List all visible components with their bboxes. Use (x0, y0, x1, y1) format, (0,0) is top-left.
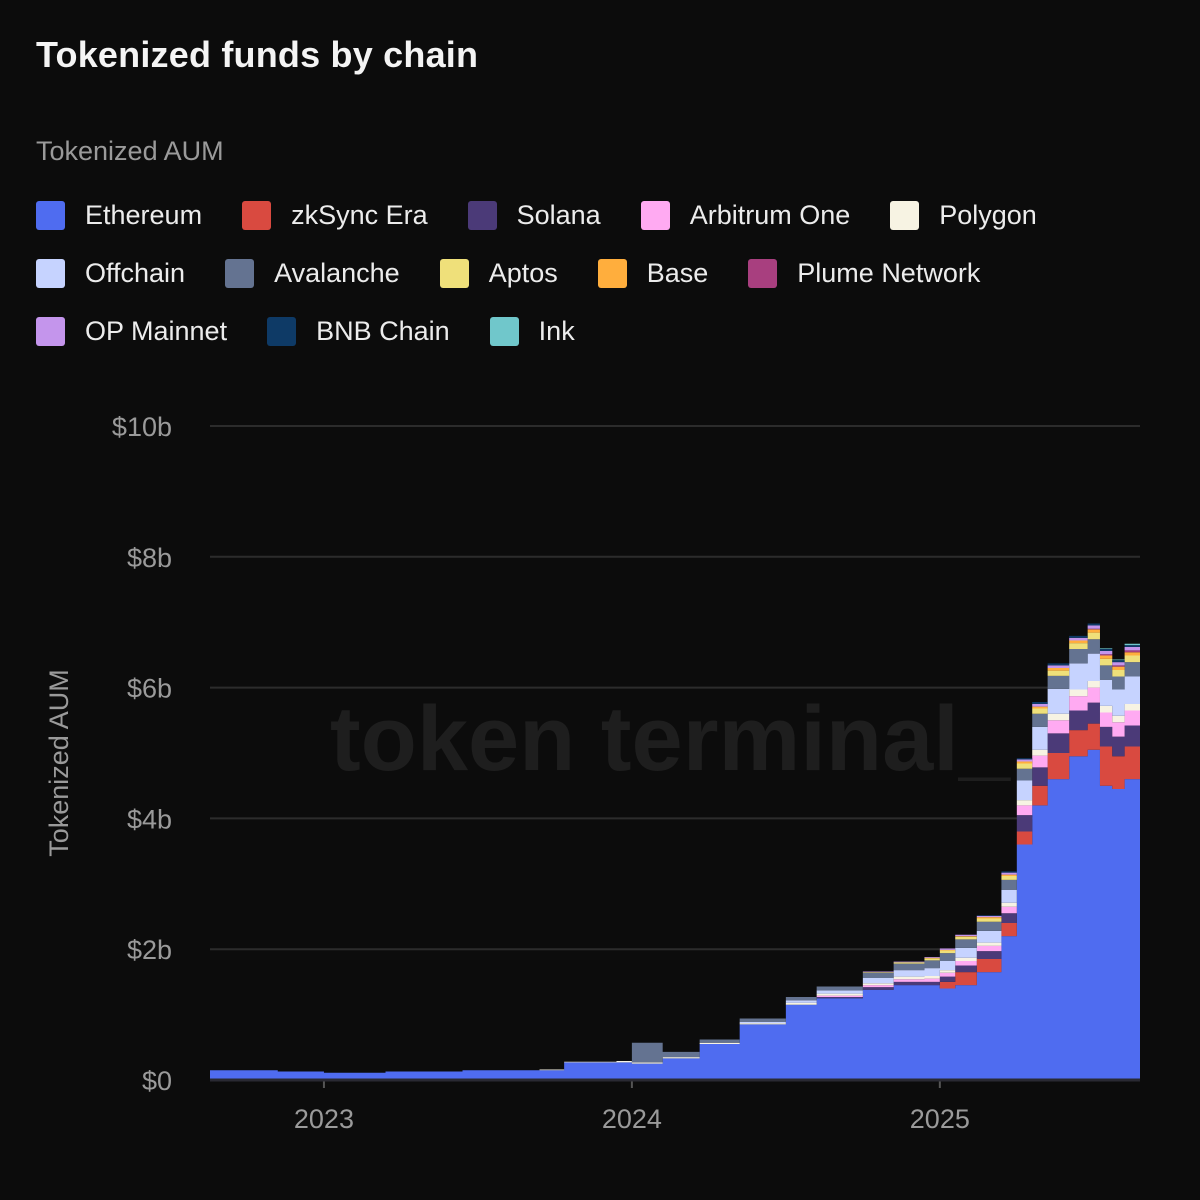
legend-swatch-bnb-chain (267, 316, 297, 346)
area-series-ethereum[interactable] (210, 749, 1140, 1080)
legend-swatch-ethereum (36, 200, 65, 230)
y-tick-label: $4b (127, 804, 172, 834)
legend-row: OP Mainnet BNB Chain Ink (36, 302, 1176, 360)
y-axis-ticks: $0 $2b $4b $6b $8b $10b (112, 412, 172, 1096)
legend-swatch-base (597, 258, 627, 288)
legend-item-op-mainnet[interactable]: OP Mainnet (36, 316, 227, 347)
legend-label-base: Base (646, 257, 709, 288)
legend-swatch-arbitrum-one (640, 200, 670, 230)
legend-swatch-ink (489, 316, 519, 346)
legend-item-solana[interactable]: Solana (467, 199, 601, 231)
page-title: Tokenized funds by chain (36, 34, 479, 75)
legend-item-base[interactable]: Base (597, 257, 709, 289)
legend-label-ethereum: Ethereum (85, 199, 203, 230)
legend-item-ethereum[interactable]: Ethereum (36, 200, 202, 231)
legend-swatch-op-mainnet (36, 316, 65, 346)
legend-label-aptos: Aptos (488, 257, 558, 288)
legend-item-bnb-chain[interactable]: BNB Chain (267, 316, 450, 347)
watermark: token terminal_ (330, 688, 1011, 790)
legend-item-zksync-era[interactable]: zkSync Era (242, 200, 428, 231)
legend-item-arbitrum-one[interactable]: Arbitrum One (640, 199, 851, 231)
legend-swatch-aptos (439, 258, 469, 288)
x-tick-label: 2024 (602, 1104, 662, 1134)
y-tick-label: $2b (127, 935, 172, 965)
legend-label-polygon: Polygon (939, 199, 1037, 230)
legend-row: Ethereum zkSync Era Solana Arbitrum One … (36, 186, 1176, 244)
legend-swatch-plume-network (748, 258, 778, 288)
legend-label-avalanche: Avalanche (274, 257, 400, 288)
legend-item-avalanche[interactable]: Avalanche (225, 258, 400, 289)
legend-item-offchain[interactable]: Offchain (36, 258, 185, 289)
legend-label-solana: Solana (516, 199, 601, 230)
legend-label-bnb-chain: BNB Chain (316, 315, 450, 346)
legend-swatch-zksync-era (242, 200, 272, 230)
legend-label-ink: Ink (538, 315, 575, 346)
legend-label-arbitrum-one: Arbitrum One (689, 199, 851, 230)
legend-swatch-solana (467, 200, 497, 230)
legend-swatch-avalanche (225, 258, 255, 288)
legend-item-plume-network[interactable]: Plume Network (748, 258, 980, 289)
legend: Ethereum zkSync Era Solana Arbitrum One … (36, 186, 1176, 360)
y-tick-label: $10b (112, 412, 172, 442)
legend-swatch-polygon (890, 200, 920, 230)
y-tick-label: $0 (142, 1066, 172, 1096)
legend-label-plume-network: Plume Network (797, 257, 981, 288)
stacked-area-chart: token terminal_ $0$2b$4b$6b$8b$10b 2023 2… (44, 412, 1140, 1134)
x-tick-label: 2025 (910, 1104, 970, 1134)
y-tick-label: $8b (127, 543, 172, 573)
y-tick-label: $6b (127, 674, 172, 704)
legend-title: Tokenized AUM (36, 136, 224, 166)
y-axis-label: Tokenized AUM (44, 669, 74, 857)
legend-item-ink[interactable]: Ink (489, 315, 575, 347)
legend-item-aptos[interactable]: Aptos (439, 257, 558, 289)
legend-label-op-mainnet: OP Mainnet (85, 315, 228, 346)
legend-swatch-offchain (36, 258, 65, 288)
area-series-group (210, 577, 1140, 1080)
legend-label-zksync-era: zkSync Era (291, 199, 428, 230)
x-axis-ticks: 2023 2024 2025 (294, 1080, 970, 1134)
legend-row: Offchain Avalanche Aptos Base Plume Netw… (36, 244, 1176, 302)
legend-label-offchain: Offchain (85, 257, 186, 288)
x-tick-label: 2023 (294, 1104, 354, 1134)
legend-item-polygon[interactable]: Polygon (890, 200, 1037, 231)
